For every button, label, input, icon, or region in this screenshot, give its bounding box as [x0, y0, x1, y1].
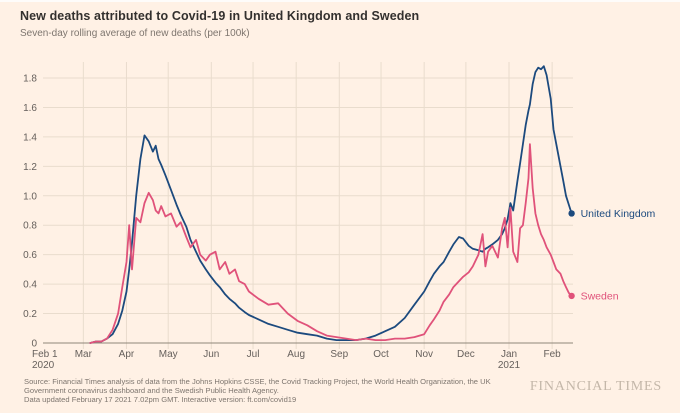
y-tick-label: 1.8	[23, 74, 37, 85]
source-text: Source: Financial Times analysis of data…	[24, 377, 491, 395]
y-tick-label: 0.4	[23, 280, 37, 291]
x-tick-sublabel: 2020	[32, 360, 55, 371]
x-tick-sublabel: 2021	[498, 360, 521, 371]
x-tick-label: Aug	[287, 349, 305, 360]
x-tick-label: Dec	[457, 349, 475, 360]
series-endpoint-sweden	[568, 292, 575, 300]
x-tick-label: Apr	[119, 349, 135, 360]
x-tick-label: Nov	[415, 349, 433, 360]
y-tick-label: 0	[31, 339, 37, 350]
source-note: Source: Financial Times analysis of data…	[24, 377, 529, 404]
x-tick-label: Jan	[501, 349, 517, 360]
y-tick-label: 0.2	[23, 309, 37, 320]
x-tick-label: Feb 1	[32, 349, 58, 360]
y-tick-label: 1.4	[23, 132, 37, 143]
updated-text: Data updated February 17 2021 7.02pm GMT…	[24, 395, 297, 404]
y-tick-label: 1.0	[23, 191, 37, 202]
chart-title: New deaths attributed to Covid-19 in Uni…	[20, 9, 420, 23]
series-endpoint-united-kingdom	[568, 210, 575, 217]
x-tick-label: Jul	[247, 349, 260, 360]
y-tick-label: 0.8	[23, 221, 37, 232]
x-tick-label: Mar	[75, 349, 93, 360]
financial-times-logo: FINANCIAL TIMES	[529, 379, 662, 394]
series-label-sweden: Sweden	[581, 290, 619, 302]
x-tick-label: Jun	[203, 349, 219, 360]
series-line-sweden	[89, 143, 573, 344]
chart-subtitle: Seven-day rolling average of new deaths …	[20, 28, 250, 39]
x-tick-label: Oct	[373, 349, 389, 360]
y-tick-label: 0.6	[23, 250, 37, 261]
x-tick-label: May	[159, 349, 178, 360]
y-tick-label: 1.2	[23, 162, 37, 173]
x-tick-label: Feb	[544, 349, 562, 360]
series-label-united-kingdom: United Kingdom	[581, 208, 656, 220]
x-tick-label: Sep	[330, 349, 348, 360]
y-tick-label: 1.6	[23, 103, 37, 114]
